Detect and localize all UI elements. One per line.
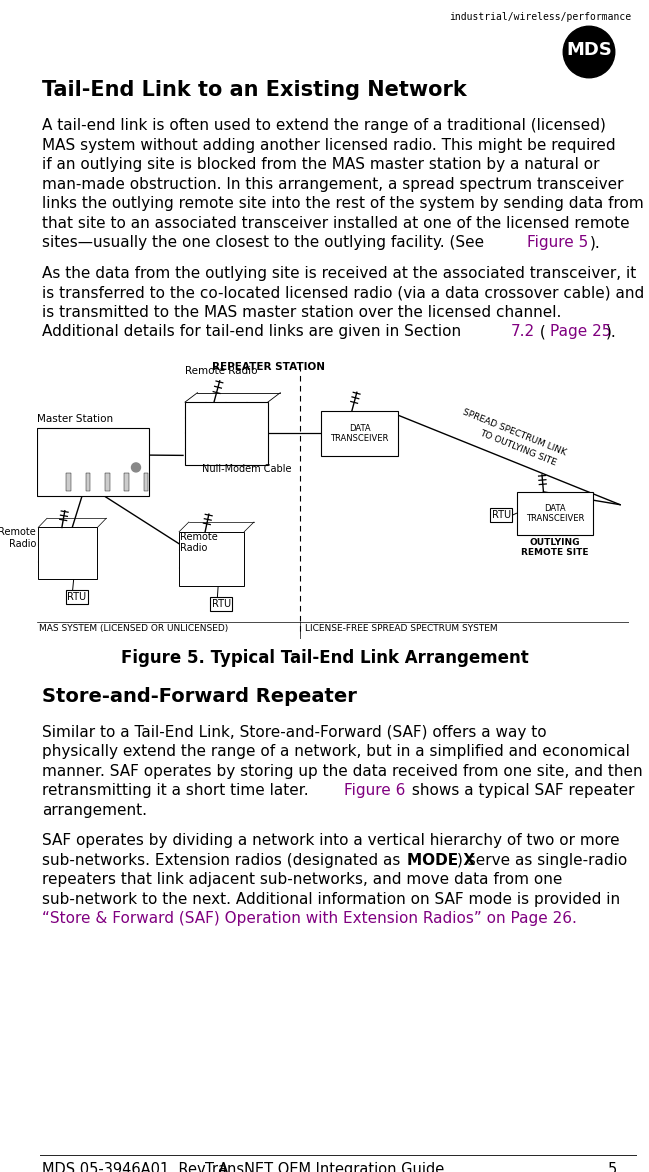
Bar xyxy=(66,472,71,491)
Text: SAF operates by dividing a network into a vertical hierarchy of two or more: SAF operates by dividing a network into … xyxy=(42,833,620,849)
Bar xyxy=(185,402,268,465)
Text: MAS system without adding another licensed radio. This might be required: MAS system without adding another licens… xyxy=(42,137,616,152)
Bar xyxy=(517,492,593,534)
Text: Remote
Radio: Remote Radio xyxy=(0,527,36,548)
Text: man-made obstruction. In this arrangement, a spread spectrum transceiver: man-made obstruction. In this arrangemen… xyxy=(42,177,624,192)
Text: RTU: RTU xyxy=(491,510,511,520)
Bar xyxy=(37,428,149,496)
Text: links the outlying remote site into the rest of the system by sending data from: links the outlying remote site into the … xyxy=(42,196,644,211)
Text: 5: 5 xyxy=(607,1161,617,1172)
Text: Figure 5: Figure 5 xyxy=(526,236,588,251)
Bar xyxy=(86,472,90,491)
Text: Remote
Radio: Remote Radio xyxy=(180,532,218,553)
Text: repeaters that link adjacent sub-networks, and move data from one: repeaters that link adjacent sub-network… xyxy=(42,872,563,887)
Bar xyxy=(210,597,232,611)
Text: ).: ). xyxy=(590,236,601,251)
Bar xyxy=(66,590,88,604)
Text: RTU: RTU xyxy=(67,592,86,601)
Text: is transmitted to the MAS master station over the licensed channel.: is transmitted to the MAS master station… xyxy=(42,305,561,320)
Text: sub-networks. Extension radios (designated as: sub-networks. Extension radios (designat… xyxy=(42,853,405,867)
Text: if an outlying site is blocked from the MAS master station by a natural or: if an outlying site is blocked from the … xyxy=(42,157,600,172)
Text: retransmitting it a short time later.: retransmitting it a short time later. xyxy=(42,783,313,798)
Bar xyxy=(105,472,110,491)
Bar xyxy=(125,472,129,491)
Text: DATA
TRANSCEIVER: DATA TRANSCEIVER xyxy=(330,424,389,443)
Bar xyxy=(38,527,97,579)
Text: MAS SYSTEM (LICENSED OR UNLICENSED): MAS SYSTEM (LICENSED OR UNLICENSED) xyxy=(39,624,228,633)
Text: that site to an associated transceiver installed at one of the licensed remote: that site to an associated transceiver i… xyxy=(42,216,630,231)
Text: manner. SAF operates by storing up the data received from one site, and then: manner. SAF operates by storing up the d… xyxy=(42,764,643,778)
Circle shape xyxy=(132,463,140,472)
Text: TransNET OEM Integration Guide: TransNET OEM Integration Guide xyxy=(205,1161,444,1172)
Text: Remote Radio: Remote Radio xyxy=(185,366,258,376)
Text: ) serve as single-radio: ) serve as single-radio xyxy=(458,853,628,867)
Text: LICENSE-FREE SPREAD SPECTRUM SYSTEM: LICENSE-FREE SPREAD SPECTRUM SYSTEM xyxy=(306,624,498,633)
Text: A tail-end link is often used to extend the range of a traditional (licensed): A tail-end link is often used to extend … xyxy=(42,118,606,132)
Text: MDS 05-3946A01, Rev.  A: MDS 05-3946A01, Rev. A xyxy=(42,1161,228,1172)
Text: (: ( xyxy=(535,325,545,340)
Text: TO OUTLYING SITE: TO OUTLYING SITE xyxy=(478,429,557,468)
Text: RTU: RTU xyxy=(212,599,231,609)
Text: Store-and-Forward Repeater: Store-and-Forward Repeater xyxy=(42,687,357,706)
Text: Similar to a Tail-End Link, Store-and-Forward (SAF) offers a way to: Similar to a Tail-End Link, Store-and-Fo… xyxy=(42,724,546,740)
Text: ).: ). xyxy=(606,325,617,340)
Text: OUTLYING
REMOTE SITE: OUTLYING REMOTE SITE xyxy=(521,538,589,557)
Text: Master Station: Master Station xyxy=(37,414,113,424)
Text: sites—usually the one closest to the outlying facility. (See: sites—usually the one closest to the out… xyxy=(42,236,489,251)
Text: MODE X: MODE X xyxy=(408,853,476,867)
Text: SPREAD SPECTRUM LINK: SPREAD SPECTRUM LINK xyxy=(461,407,567,457)
Text: industrial/wireless/performance: industrial/wireless/performance xyxy=(449,12,631,22)
Text: MDS: MDS xyxy=(566,41,612,59)
Text: Null-Modem Cable: Null-Modem Cable xyxy=(202,464,291,475)
Text: Additional details for tail-end links are given in Section: Additional details for tail-end links ar… xyxy=(42,325,466,340)
Text: arrangement.: arrangement. xyxy=(42,803,147,818)
Text: Page 25: Page 25 xyxy=(550,325,612,340)
Text: As the data from the outlying site is received at the associated transceiver, it: As the data from the outlying site is re… xyxy=(42,266,636,280)
Text: is transferred to the co-located licensed radio (via a data crossover cable) and: is transferred to the co-located license… xyxy=(42,285,644,300)
Text: 7.2: 7.2 xyxy=(511,325,535,340)
Bar xyxy=(144,472,149,491)
Text: “Store & Forward (SAF) Operation with Extension Radios” on Page 26.: “Store & Forward (SAF) Operation with Ex… xyxy=(42,912,577,926)
Text: shows a typical SAF repeater: shows a typical SAF repeater xyxy=(408,783,635,798)
Circle shape xyxy=(563,26,615,77)
Text: sub-network to the next. Additional information on SAF mode is provided in: sub-network to the next. Additional info… xyxy=(42,892,620,907)
Text: Figure 5. Typical Tail-End Link Arrangement: Figure 5. Typical Tail-End Link Arrangem… xyxy=(121,648,528,667)
Text: Figure 6: Figure 6 xyxy=(344,783,405,798)
Text: Tail-End Link to an Existing Network: Tail-End Link to an Existing Network xyxy=(42,80,467,100)
Text: physically extend the range of a network, but in a simplified and economical: physically extend the range of a network… xyxy=(42,744,630,759)
Text: REPEATER STATION: REPEATER STATION xyxy=(212,362,325,372)
Bar xyxy=(490,509,512,523)
Text: DATA
TRANSCEIVER: DATA TRANSCEIVER xyxy=(526,504,584,523)
Bar xyxy=(179,532,244,586)
Bar xyxy=(321,410,398,456)
